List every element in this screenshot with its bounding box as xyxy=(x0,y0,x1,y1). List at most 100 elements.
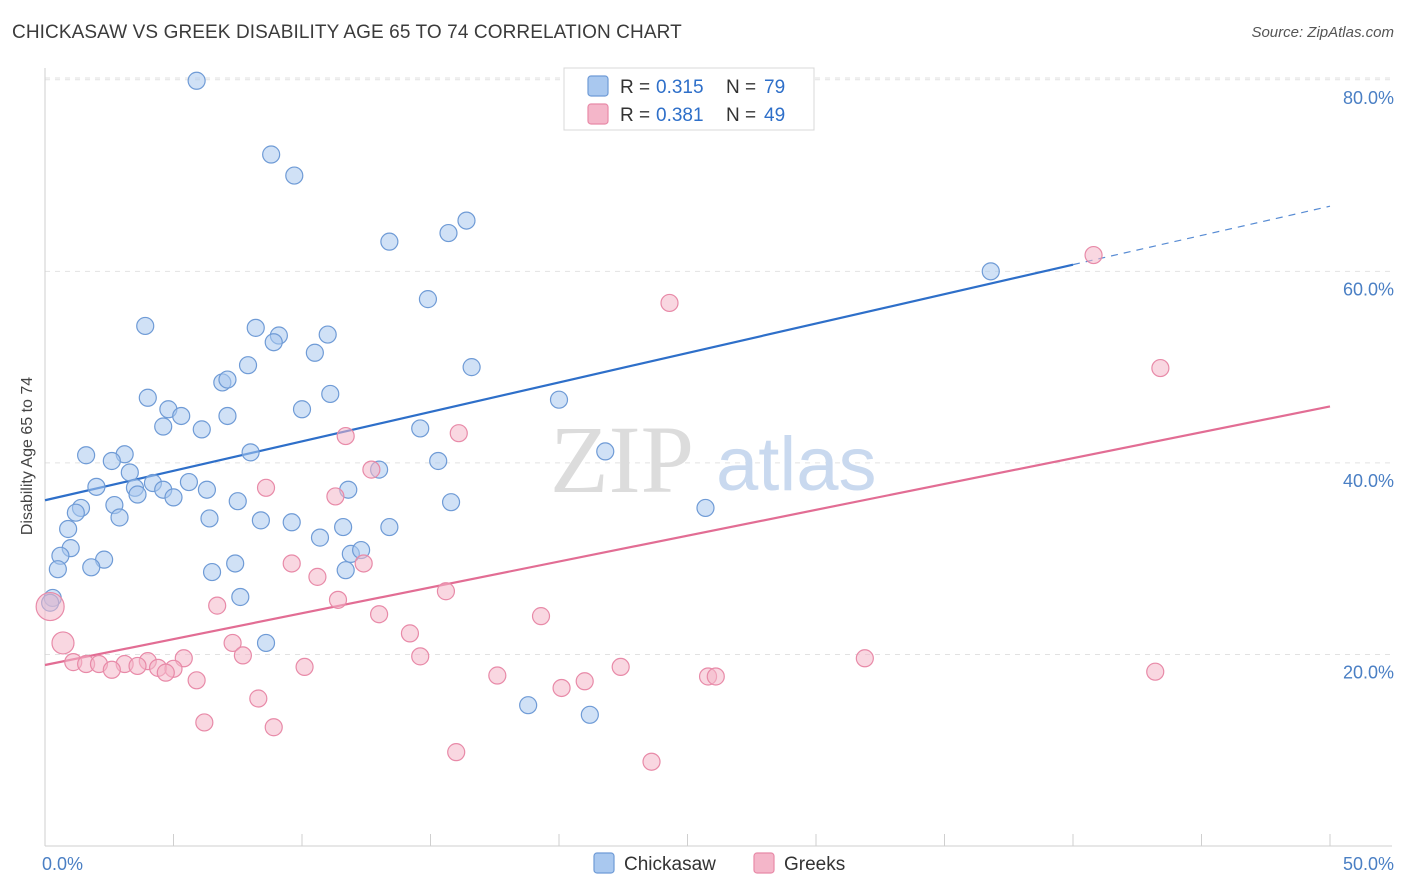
axes xyxy=(44,68,1392,847)
greeks-point xyxy=(531,607,551,626)
x-tick-label-max: 50.0% xyxy=(1343,854,1394,874)
chickasaw-point xyxy=(305,343,324,362)
greeks-point xyxy=(336,426,355,446)
greeks-point xyxy=(156,663,175,682)
greeks-point xyxy=(326,487,345,506)
chickasaw-point xyxy=(981,262,1000,281)
chickasaw-point xyxy=(380,232,399,251)
trend-line-greeks xyxy=(44,405,1331,667)
chickasaw-point xyxy=(241,443,260,462)
legend-r-label-greeks: R = xyxy=(620,105,650,126)
greeks-point xyxy=(308,567,327,586)
greeks-point xyxy=(411,647,430,666)
greeks-point xyxy=(264,718,283,737)
chickasaw-point xyxy=(138,388,157,407)
greeks-point xyxy=(706,667,725,686)
chickasaw-point xyxy=(192,420,211,439)
trend-lines xyxy=(44,205,1331,667)
chickasaw-point xyxy=(154,417,173,436)
legend-r-value-greeks: 0.381 xyxy=(656,105,704,126)
chickasaw-point xyxy=(231,587,250,607)
chickasaw-point xyxy=(457,211,476,230)
chickasaw-point xyxy=(172,406,191,426)
legend-r-value-chickasaw: 0.315 xyxy=(656,77,704,98)
greeks-point xyxy=(208,596,227,615)
greeks-point xyxy=(102,660,121,679)
chickasaw-point xyxy=(462,358,481,377)
chickasaw-point xyxy=(59,519,78,539)
chickasaw-point xyxy=(318,325,337,344)
trend-line-chickasaw xyxy=(44,263,1074,502)
chickasaw-point xyxy=(334,517,353,537)
greeks-point xyxy=(362,460,381,479)
greeks-point xyxy=(187,671,206,690)
x-tick-label-min: 0.0% xyxy=(42,854,83,874)
greeks-point xyxy=(575,672,594,691)
greeks-point xyxy=(249,689,268,708)
chickasaw-point xyxy=(418,290,438,309)
chickasaw-point xyxy=(164,488,183,507)
greeks-point xyxy=(256,478,276,497)
greeks-point xyxy=(282,554,301,573)
chickasaw-point xyxy=(120,463,139,482)
chickasaw-point xyxy=(77,446,96,465)
greeks-point xyxy=(611,657,630,677)
greeks-point xyxy=(855,649,874,668)
chickasaw-point xyxy=(202,562,222,582)
watermark-zip: ZIP xyxy=(550,406,694,513)
greeks-point xyxy=(223,633,242,653)
greeks-point xyxy=(295,657,314,677)
legend-r-label-chickasaw: R = xyxy=(620,77,650,98)
greeks-point xyxy=(400,624,420,643)
chickasaw-point xyxy=(439,223,458,243)
legend-n-value-chickasaw: 79 xyxy=(764,77,785,98)
chickasaw-point xyxy=(246,318,265,337)
chickasaw-point xyxy=(228,492,247,511)
chickasaw-point xyxy=(48,560,67,579)
x-tick-labels: 0.0% 50.0% xyxy=(42,854,1394,874)
chickasaw-point xyxy=(200,509,219,528)
bottom-legend-greeks: Greeks xyxy=(784,854,845,875)
bottom-legend-swatch-greeks xyxy=(753,852,775,874)
watermark-atlas: atlas xyxy=(716,422,877,507)
top-legend: R = 0.315 N = 79 R = 0.381 N = 49 xyxy=(563,67,815,131)
chickasaw-point xyxy=(136,316,155,336)
chickasaw-point xyxy=(128,485,147,504)
bottom-legend-swatch-chickasaw xyxy=(593,852,615,874)
greeks-point xyxy=(488,666,507,685)
chickasaw-point xyxy=(580,705,599,724)
chickasaw-point xyxy=(596,442,615,461)
chickasaw-point xyxy=(696,498,715,518)
chickasaw-point xyxy=(411,419,430,438)
greeks-point xyxy=(233,646,252,665)
chickasaw-point xyxy=(549,390,569,409)
legend-swatch-greeks xyxy=(587,103,609,125)
y-tick-label-40: 40.0% xyxy=(1343,471,1394,491)
chickasaw-point xyxy=(380,517,399,537)
greeks-point xyxy=(370,605,389,624)
chickasaw-point xyxy=(87,477,106,496)
chickasaw-point xyxy=(519,696,538,715)
chickasaw-point xyxy=(292,400,312,419)
greeks-point xyxy=(552,678,571,698)
chickasaw-point xyxy=(285,166,304,185)
chickasaw-point xyxy=(218,370,237,389)
greeks-point xyxy=(35,591,65,622)
chickasaw-point xyxy=(226,554,245,573)
chickasaw-point xyxy=(262,145,281,164)
legend-swatch-chickasaw xyxy=(587,75,609,97)
chickasaw-point xyxy=(264,333,283,352)
chickasaw-point xyxy=(336,561,355,580)
chickasaw-point xyxy=(110,508,129,527)
data-points xyxy=(35,71,1170,771)
chickasaw-point xyxy=(102,451,121,471)
legend-n-label-chickasaw: N = xyxy=(726,77,756,98)
y-tick-label-80: 80.0% xyxy=(1343,88,1394,108)
greeks-point xyxy=(660,293,679,313)
chickasaw-point xyxy=(310,528,330,547)
greeks-point xyxy=(436,582,456,601)
greeks-point xyxy=(128,656,147,676)
chickasaw-point xyxy=(321,384,340,404)
greeks-point xyxy=(449,424,468,443)
